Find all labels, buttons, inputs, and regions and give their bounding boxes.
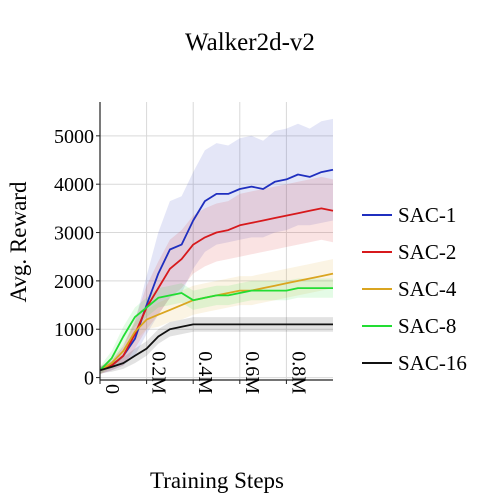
series-lines	[99, 168, 334, 372]
line-sac-8	[99, 287, 333, 371]
legend-label-sac-2: SAC-2	[398, 240, 456, 264]
y-tick-label-0: 0	[84, 368, 94, 390]
chart-title: Walker2d-v2	[185, 29, 315, 56]
y-tick-label-1: 1000	[54, 319, 94, 341]
y-tick-label-5: 5000	[54, 126, 94, 148]
x-tick-label-3: 0.6M	[241, 351, 263, 394]
y-tick-label-4: 4000	[54, 174, 94, 196]
x-tick-label-4: 0.8M	[287, 351, 309, 394]
line-sac-2	[99, 207, 334, 372]
x-axis-label: Training Steps	[150, 468, 284, 493]
legend-label-sac-1: SAC-1	[398, 203, 456, 227]
tick-labels: 0 1000 2000 3000 4000 5000 0 0.2M 0.4M 0.6M 0.8M	[54, 126, 309, 394]
legend-label-sac-4: SAC-4	[398, 277, 457, 301]
axes	[96, 102, 333, 384]
y-axis-label: Avg. Reward	[6, 181, 31, 302]
y-tick-label-3: 3000	[54, 223, 94, 245]
legend: SAC-1 SAC-2 SAC-4 SAC-8 SAC-16	[362, 203, 467, 375]
x-tick-label-1: 0.2M	[148, 351, 170, 394]
band-sac-16	[100, 317, 333, 374]
band-sac-8	[100, 278, 333, 375]
line-sac-16	[99, 323, 333, 372]
x-tick-label-0: 0	[101, 384, 123, 394]
legend-label-sac-8: SAC-8	[398, 314, 456, 338]
y-tick-label-2: 2000	[54, 271, 94, 293]
band-sac-2	[100, 176, 333, 375]
legend-label-sac-16: SAC-16	[398, 351, 467, 375]
x-tick-label-2: 0.4M	[194, 351, 216, 394]
band-sac-4	[100, 259, 333, 375]
